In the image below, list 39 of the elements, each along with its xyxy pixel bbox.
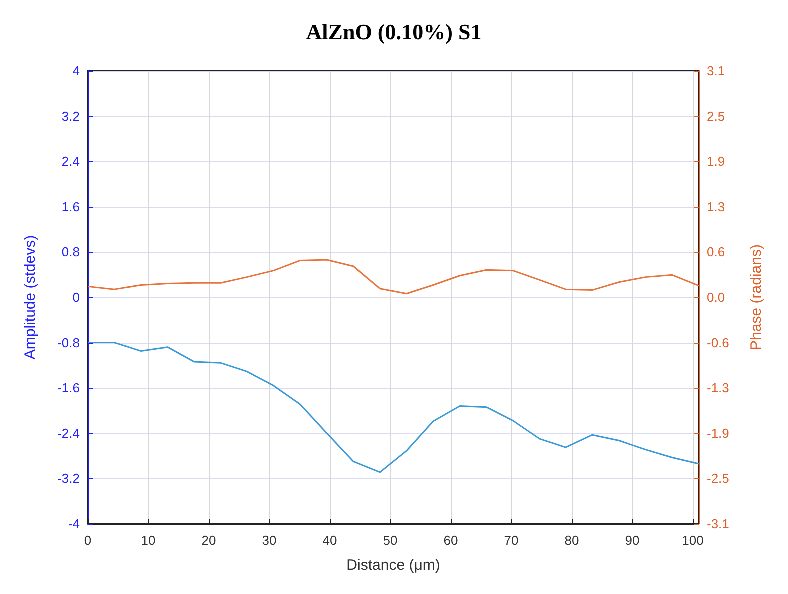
y-tick-label: 1.6: [62, 199, 80, 214]
y-tick-label: 4: [72, 64, 80, 78]
x-tick-label: 0: [84, 533, 92, 548]
y2-tick-label: -3.1: [707, 516, 730, 532]
y2-tick-label: -2.5: [707, 471, 730, 486]
x-tick-label: 60: [444, 533, 458, 548]
y-tick-label: 0.8: [62, 244, 80, 260]
y2-tick-label: 1.3: [707, 199, 726, 214]
line-series: [87, 342, 700, 474]
y-tick-label: 0: [72, 290, 80, 305]
y-tick-label: -4: [68, 516, 80, 532]
y-tick-label: -2.4: [58, 426, 80, 441]
y2-axis-title: Phase (radians): [748, 244, 765, 350]
x-tick-label: 20: [202, 533, 216, 548]
x-tick-label: 10: [141, 533, 156, 548]
x-tick-label: 30: [262, 533, 277, 548]
y2-tick-label: 1.9: [707, 154, 726, 170]
y2-tick-label: 0.0: [707, 290, 726, 305]
x-tick-label: 80: [564, 533, 580, 548]
y-tick-label: 2.4: [62, 154, 80, 170]
y-tick-label: -3.2: [58, 471, 80, 486]
y-tick-label: -1.6: [58, 380, 80, 396]
y2-tick-label: -0.6: [707, 335, 730, 350]
y2-tick-label: 2.5: [707, 108, 726, 124]
x-tick-label: 90: [625, 533, 640, 548]
x-tick-label: 40: [322, 533, 338, 548]
y2-tick-label: -1.3: [707, 380, 730, 396]
y-tick-label: -0.8: [58, 335, 80, 350]
y-axis-title: Amplitude (stdevs): [22, 235, 39, 360]
x-axis-title: Distance (μm): [346, 557, 440, 574]
x-tick-label: 70: [504, 533, 519, 548]
x-tick-label: 100: [682, 533, 704, 548]
x-tick-label: 50: [383, 533, 398, 548]
line-series: [87, 259, 700, 295]
y2-tick-label: 0.6: [707, 244, 726, 260]
chart-title: AlZnO (0.10%) S1: [306, 20, 482, 44]
y2-tick-label: 3.1: [707, 64, 726, 78]
y-tick-label: 3.2: [62, 108, 80, 124]
y2-tick-label: -1.9: [707, 426, 730, 441]
